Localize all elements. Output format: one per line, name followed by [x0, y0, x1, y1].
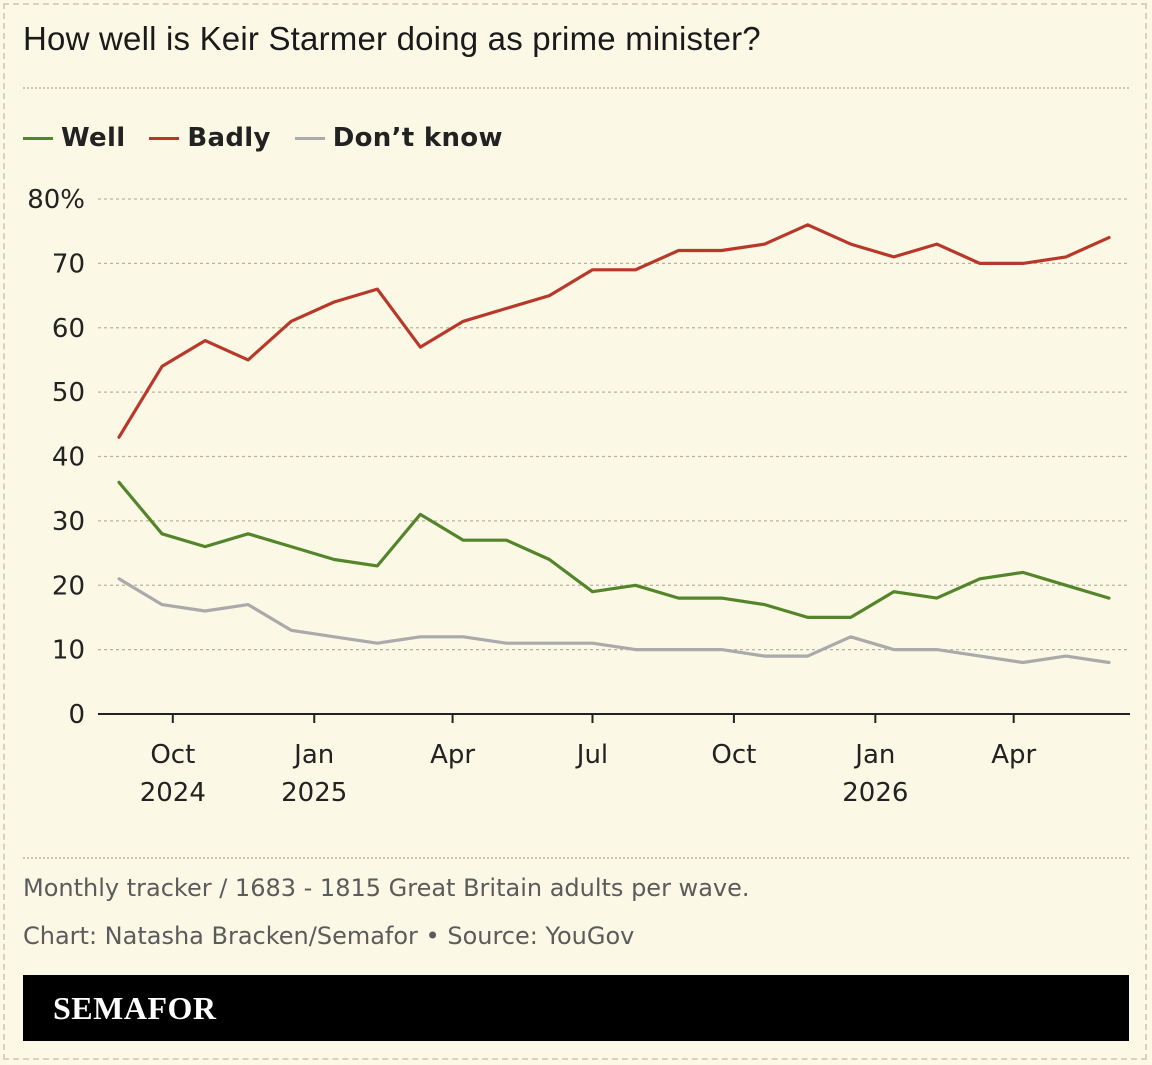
y-tick-label: 10: [52, 636, 85, 666]
y-tick-label: 80%: [27, 185, 85, 215]
legend-item-well: Well: [23, 123, 125, 153]
x-tick-label: Jul: [575, 740, 608, 770]
series-line-well: [117, 480, 1111, 619]
y-tick-label: 40: [52, 443, 85, 473]
x-tick-year-label: 2024: [140, 778, 206, 808]
chart-credit: Chart: Natasha Bracken/Semafor • Source:…: [23, 922, 635, 950]
x-tick-label: Apr: [991, 740, 1036, 770]
series-line-badly: [117, 223, 1111, 439]
legend-item-badly: Badly: [149, 123, 270, 153]
footer-divider: [23, 857, 1129, 859]
gridlines: [98, 198, 1130, 651]
series-line-don-t-know: [117, 577, 1111, 665]
y-tick-label: 60: [52, 314, 85, 344]
x-axis: Oct 2024 Jan 2025 Apr Jul Oct Jan 2026 Apr: [98, 713, 1130, 808]
y-tick-label: 0: [68, 700, 85, 730]
title-divider: [23, 87, 1129, 89]
legend-label-well: Well: [61, 123, 126, 153]
legend-label-badly: Badly: [187, 123, 271, 153]
legend-label-dont-know: Don’t know: [332, 123, 503, 153]
x-tick-label: Jan: [853, 740, 895, 770]
legend-item-dont-know: Don’t know: [294, 123, 503, 153]
brand-logo: SEMAFOR: [53, 989, 217, 1026]
y-tick-label: 20: [52, 571, 85, 601]
y-tick-label: 50: [52, 378, 85, 408]
legend-swatch-dont-know: [294, 136, 325, 140]
legend-swatch-well: [23, 136, 53, 140]
x-tick-year-label: 2026: [842, 778, 908, 808]
x-tick-label: Oct: [150, 740, 195, 770]
legend: Well Badly Don’t know: [23, 120, 503, 156]
y-tick-label: 30: [52, 507, 85, 537]
x-tick-year-label: 2025: [281, 778, 347, 808]
series-lines: [117, 223, 1111, 665]
x-tick-label: Oct: [711, 740, 756, 770]
legend-swatch-badly: [149, 136, 180, 140]
chart-frame: [3, 3, 1147, 1060]
methodology-note: Monthly tracker / 1683 - 1815 Great Brit…: [23, 874, 750, 902]
x-tick-label: Jan: [292, 740, 334, 770]
x-tick-label: Apr: [430, 740, 475, 770]
y-tick-label: 70: [52, 249, 85, 279]
chart-title: How well is Keir Starmer doing as prime …: [23, 20, 761, 57]
y-axis-ticks: 80% 70 60 50 40 30 20 10 0: [27, 185, 85, 730]
brand-bar: SEMAFOR: [23, 975, 1129, 1041]
